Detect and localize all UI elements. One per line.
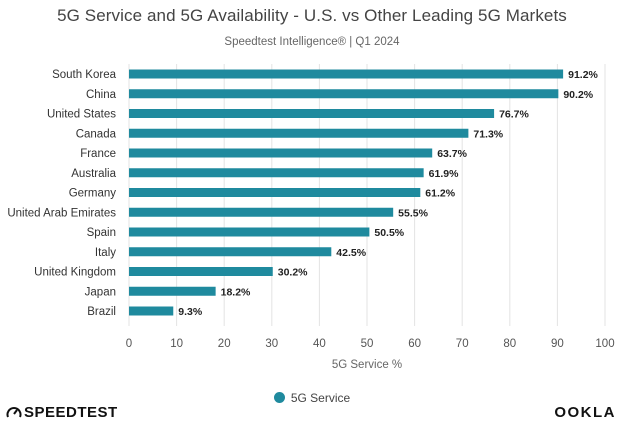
- category-label: France: [80, 148, 116, 160]
- x-tick-label: 70: [456, 338, 469, 350]
- data-label: 90.2%: [563, 89, 593, 101]
- category-label: Germany: [69, 188, 117, 200]
- bar: [129, 168, 424, 178]
- x-tick-label: 80: [503, 338, 516, 350]
- bar: [129, 247, 332, 257]
- ookla-logo: OOKLA: [554, 404, 616, 421]
- category-label: Brazil: [87, 306, 116, 318]
- legend: 5G Service: [0, 391, 624, 405]
- category-label: China: [86, 89, 117, 101]
- legend-label: 5G Service: [290, 391, 351, 405]
- x-tick-label: 40: [313, 338, 326, 350]
- x-tick-label: 60: [408, 338, 421, 350]
- bar: [129, 227, 370, 237]
- x-tick-label: 10: [170, 338, 183, 350]
- data-label: 42.5%: [336, 247, 366, 259]
- data-label: 61.9%: [429, 168, 459, 180]
- data-label: 76.7%: [499, 109, 529, 121]
- data-label: 9.3%: [178, 306, 203, 318]
- chart-subtitle: Speedtest Intelligence® | Q1 2024: [224, 36, 400, 48]
- category-label: South Korea: [52, 69, 117, 81]
- x-tick-label: 30: [265, 338, 278, 350]
- category-label: Australia: [71, 168, 116, 180]
- category-label: United Kingdom: [34, 267, 116, 279]
- x-tick-label: 50: [361, 338, 374, 350]
- data-label: 55.5%: [398, 207, 428, 219]
- x-tick-label: 20: [218, 338, 231, 350]
- x-axis-title: 5G Service %: [332, 359, 402, 371]
- speedtest-brand-text: SPEEDTEST: [24, 404, 118, 421]
- speedometer-icon: [6, 405, 22, 423]
- bar: [129, 267, 273, 276]
- bar: [129, 306, 174, 316]
- data-label: 91.2%: [568, 69, 598, 81]
- bar: [129, 128, 469, 138]
- bar: [129, 148, 433, 158]
- speedtest-logo: SPEEDTEST: [6, 404, 118, 423]
- bar: [129, 286, 216, 296]
- category-label: Japan: [85, 286, 116, 298]
- data-label: 63.7%: [437, 148, 467, 160]
- category-label: United Arab Emirates: [7, 207, 116, 219]
- chart-title: 5G Service and 5G Availability - U.S. vs…: [57, 6, 567, 25]
- x-tick-label: 90: [551, 338, 564, 350]
- bar: [129, 89, 559, 99]
- bar: [129, 188, 421, 197]
- legend-swatch: [273, 392, 285, 403]
- data-label: 30.2%: [278, 267, 308, 279]
- data-label: 61.2%: [425, 188, 455, 200]
- category-label: United States: [47, 109, 116, 121]
- category-label: Canada: [76, 128, 117, 140]
- category-label: Spain: [87, 227, 116, 239]
- bar: [129, 69, 564, 79]
- bar: [129, 109, 495, 118]
- data-label: 18.2%: [221, 286, 251, 298]
- category-label: Italy: [95, 247, 116, 259]
- x-tick-label: 100: [595, 338, 614, 350]
- x-tick-label: 0: [126, 338, 132, 350]
- data-label: 71.3%: [473, 128, 503, 140]
- data-label: 50.5%: [374, 227, 404, 239]
- bar: [129, 207, 394, 217]
